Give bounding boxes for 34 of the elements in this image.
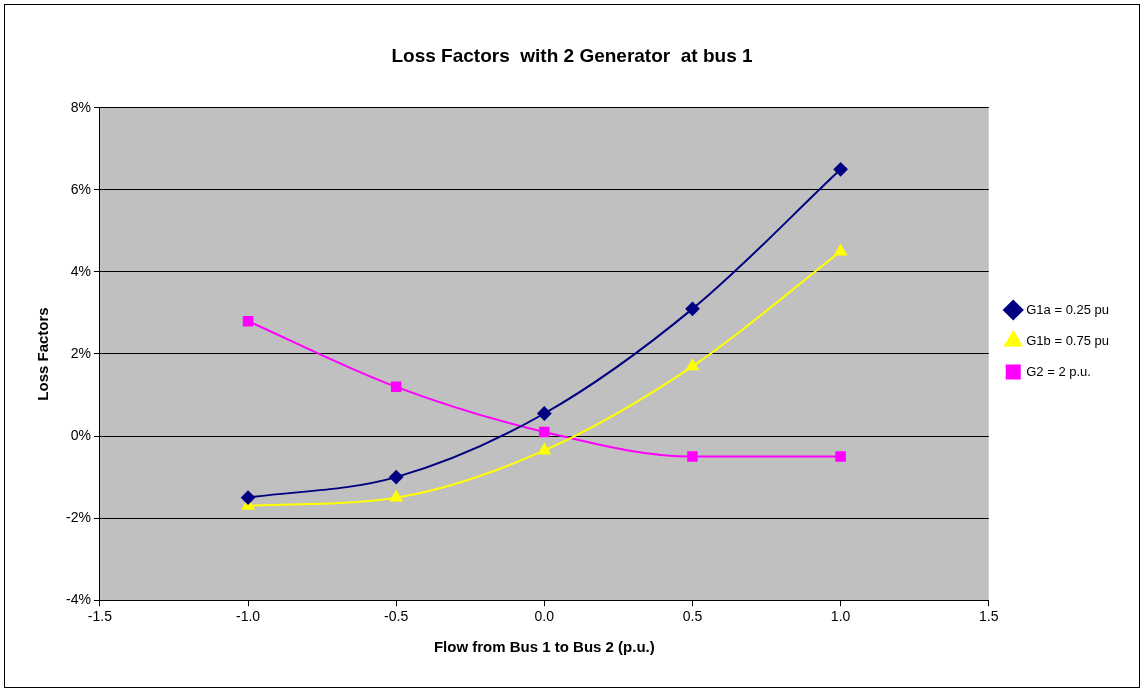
x-tick-label: 1.5 bbox=[979, 608, 999, 625]
y-tick-label: 0% bbox=[70, 426, 91, 443]
point bbox=[537, 406, 552, 421]
y-tick-label: -2% bbox=[65, 508, 91, 525]
x-tick-label: 0.5 bbox=[682, 608, 703, 625]
x-tick-label: 1.0 bbox=[830, 608, 851, 625]
x-axis-title: Flow from Bus 1 to Bus 2 (p.u.) bbox=[433, 638, 655, 656]
legend-label: G1b = 0.75 pu bbox=[1026, 332, 1109, 348]
point bbox=[834, 244, 847, 256]
x-tick-label: -0.5 bbox=[384, 608, 409, 625]
point bbox=[685, 301, 700, 316]
legend-label: G2 = 2 p.u. bbox=[1026, 363, 1091, 379]
point bbox=[686, 359, 699, 371]
point bbox=[242, 315, 254, 327]
y-tick-label: 6% bbox=[70, 180, 91, 197]
y-tick-label: 8% bbox=[70, 98, 91, 115]
y-tick-label: 4% bbox=[70, 262, 91, 279]
y-tick-label: 2% bbox=[70, 344, 91, 361]
x-tick-label: -1.5 bbox=[87, 608, 113, 625]
point bbox=[389, 490, 403, 502]
point bbox=[835, 451, 846, 462]
y-axis-title: Loss Factors bbox=[34, 307, 52, 401]
point bbox=[390, 381, 402, 393]
point bbox=[389, 470, 404, 485]
point bbox=[687, 451, 698, 462]
x-tick-label: 0.0 bbox=[534, 608, 555, 625]
y-tick-label: -4% bbox=[65, 591, 91, 608]
x-tick-label: -1.0 bbox=[235, 608, 261, 625]
point bbox=[539, 426, 550, 438]
point bbox=[538, 443, 551, 455]
point bbox=[833, 162, 848, 177]
legend-label: G1a = 0.25 pu bbox=[1026, 301, 1109, 317]
chart-title: Loss Factors with 2 Generator at bus 1 bbox=[391, 44, 753, 66]
point bbox=[241, 490, 256, 505]
